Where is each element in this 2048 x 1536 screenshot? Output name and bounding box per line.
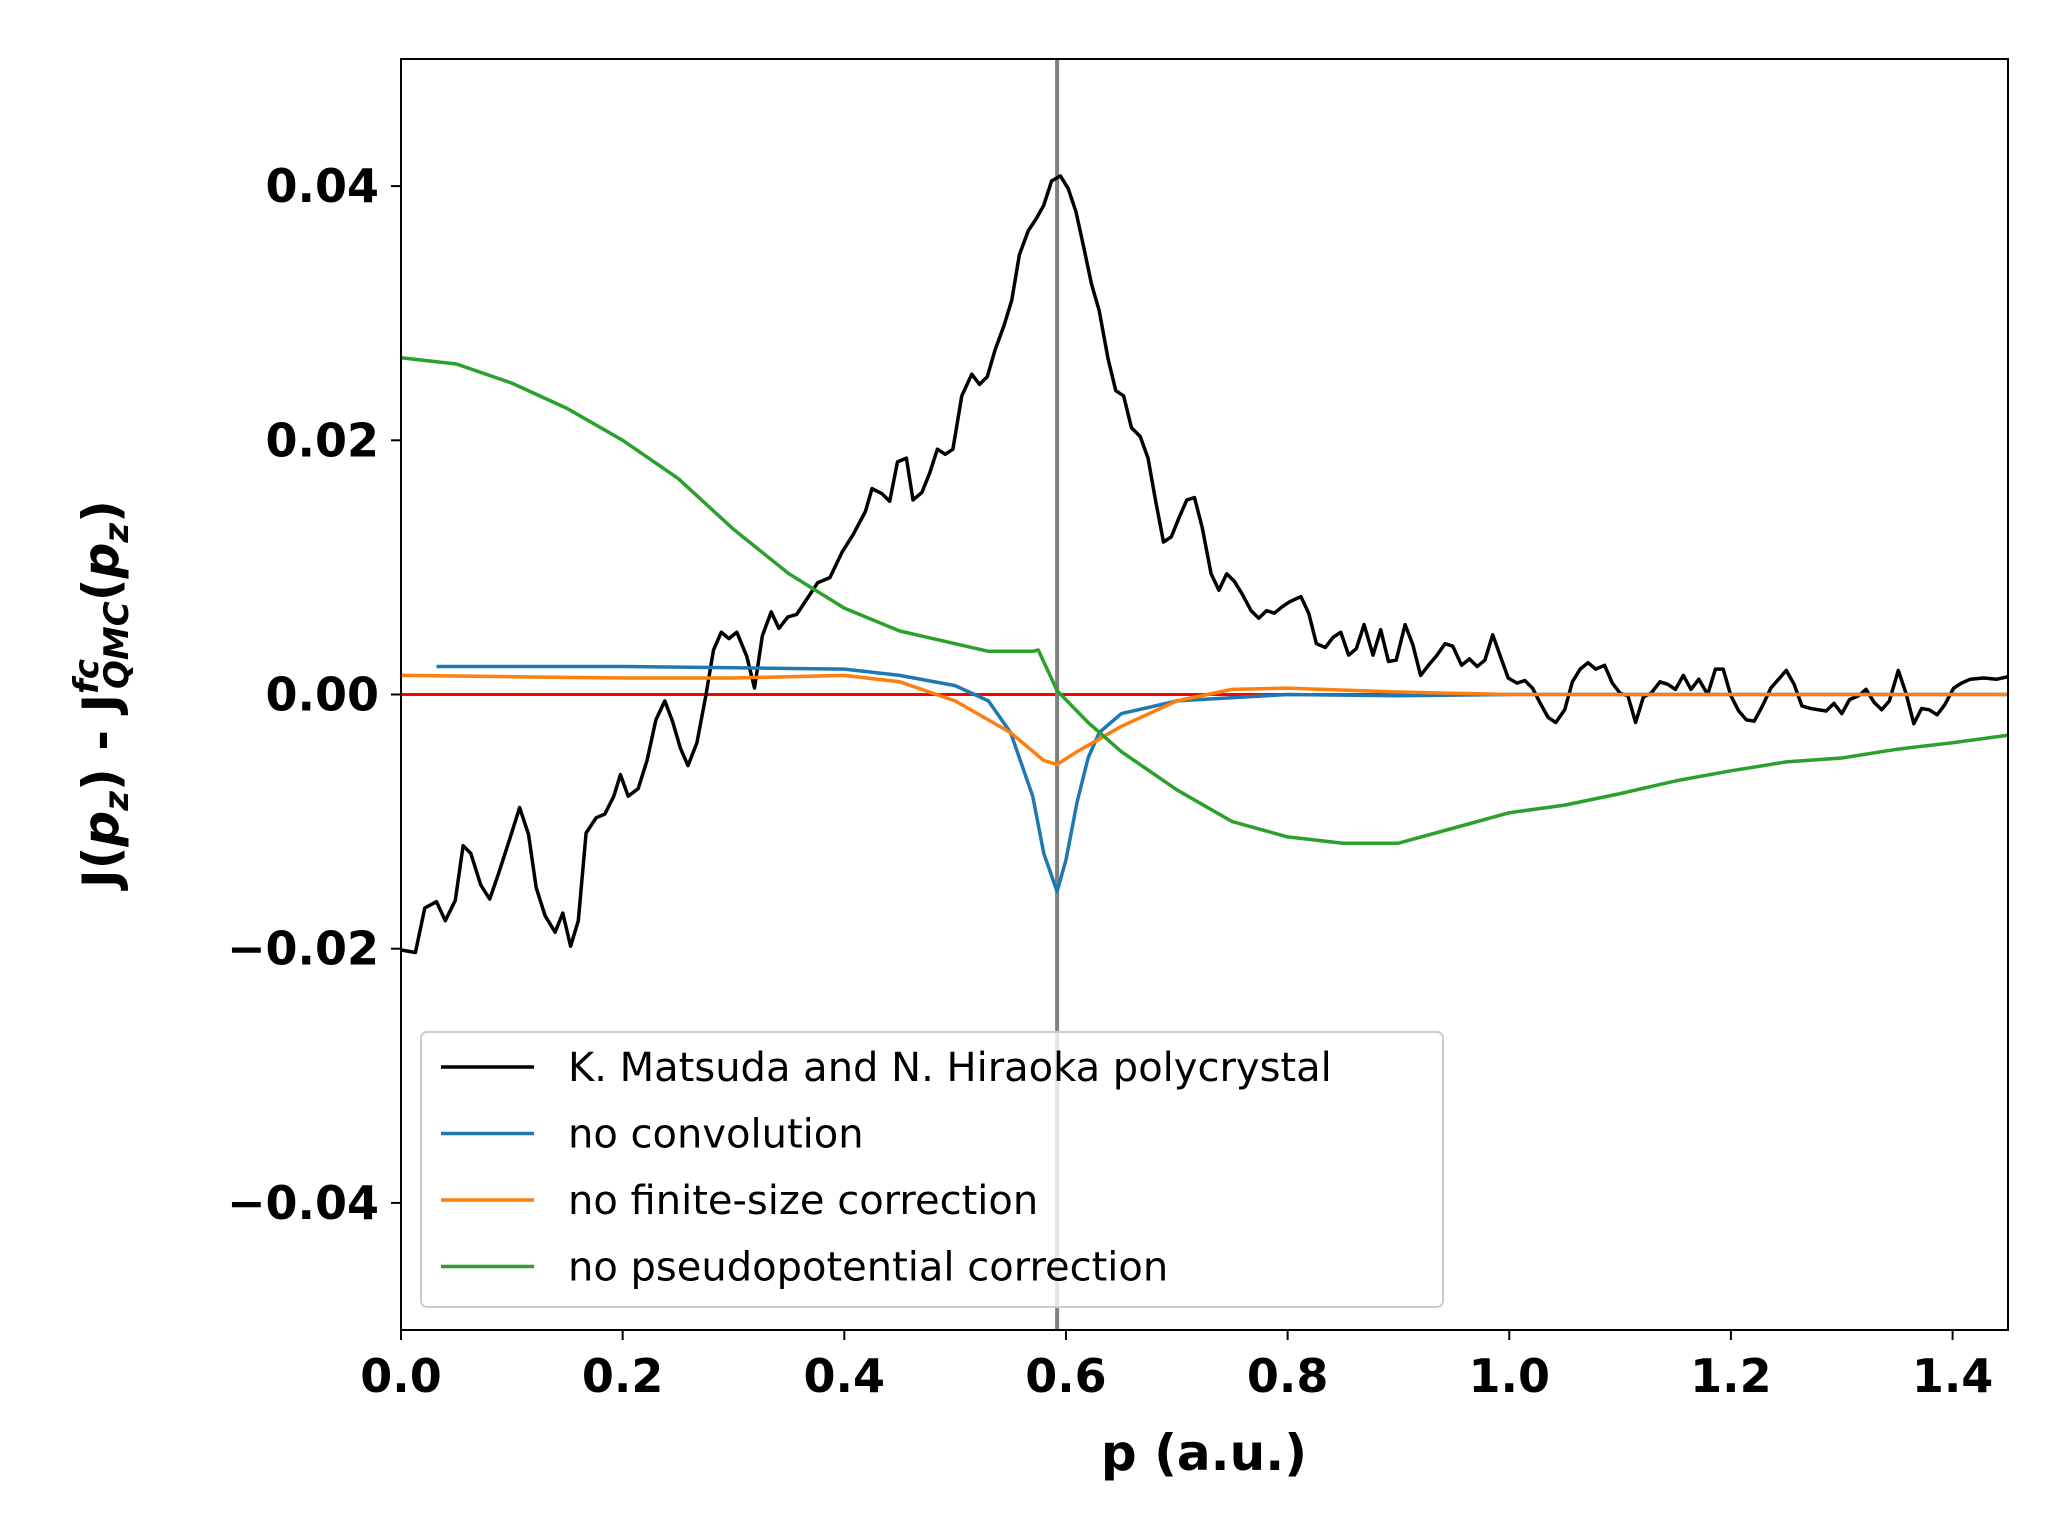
y-tick-label: −0.04 xyxy=(227,1176,379,1230)
legend-label: K. Matsuda and N. Hiraoka polycrystal xyxy=(568,1045,1332,1091)
y-label-part: J( xyxy=(72,847,130,891)
y-label-part: fc xyxy=(67,659,107,694)
legend-label: no convolution xyxy=(568,1112,864,1158)
y-label-part: z xyxy=(97,791,137,812)
y-label-part: ( xyxy=(72,578,130,601)
y-label-part: ) - J xyxy=(72,694,130,791)
series-line xyxy=(401,355,2008,845)
series-line xyxy=(436,664,2008,894)
y-axis-label: J(pz) - JfcQMC(pz) xyxy=(67,500,137,891)
legend-label: no finite-size correction xyxy=(568,1178,1038,1224)
plot-area xyxy=(401,59,2008,1330)
series-line xyxy=(401,174,2008,955)
y-tick-label: 0.00 xyxy=(266,668,380,722)
y-label-part: z xyxy=(97,523,137,544)
x-tick-label: 0.0 xyxy=(360,1349,442,1403)
x-tick-label: 0.6 xyxy=(1025,1349,1107,1403)
x-axis-label: p (a.u.) xyxy=(1101,1424,1307,1482)
y-tick-label: 0.04 xyxy=(266,159,380,213)
y-label-part: QMC xyxy=(97,601,137,689)
x-tick-label: 1.4 xyxy=(1912,1349,1994,1403)
x-tick-label: 0.2 xyxy=(582,1349,664,1403)
series-line xyxy=(401,673,2008,767)
plot-frame xyxy=(400,58,2009,1331)
legend-label: no pseudopotential correction xyxy=(568,1245,1168,1291)
x-tick-label: 0.8 xyxy=(1247,1349,1329,1403)
x-tick-label: 0.4 xyxy=(804,1349,886,1403)
x-tick-label: 1.0 xyxy=(1469,1349,1551,1403)
legend-box xyxy=(420,1031,1444,1308)
y-label-part: ) xyxy=(72,500,130,523)
legend: K. Matsuda and N. Hiraoka polycrystal no … xyxy=(420,1031,1444,1308)
y-label-part: p xyxy=(72,543,130,580)
x-tick-label: 1.2 xyxy=(1690,1349,1772,1403)
y-tick-label: −0.02 xyxy=(227,922,379,976)
y-tick-label: 0.02 xyxy=(266,413,380,467)
y-label-part: p xyxy=(72,811,130,848)
